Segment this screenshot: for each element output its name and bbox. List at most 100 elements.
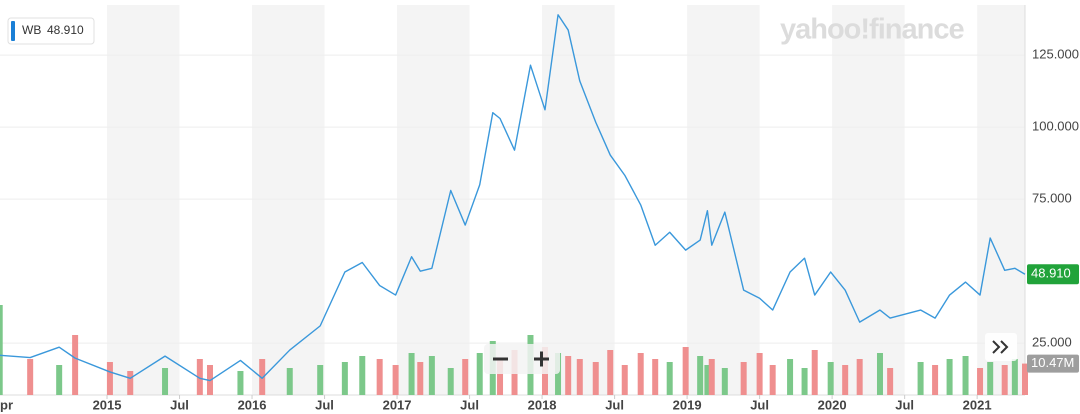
volume-bar bbox=[887, 368, 894, 395]
volume-bar bbox=[259, 359, 266, 395]
volume-bar bbox=[237, 371, 244, 395]
volume-bar bbox=[917, 362, 924, 395]
volume-bar bbox=[196, 359, 203, 395]
volume-bar bbox=[341, 362, 348, 395]
volume-bar bbox=[827, 362, 834, 395]
price-badge bbox=[1027, 264, 1079, 285]
volume-bar bbox=[408, 353, 415, 395]
volume-bar bbox=[162, 368, 169, 395]
volume-bar bbox=[359, 356, 366, 395]
volume-bar bbox=[27, 359, 34, 395]
x-tick-label: Jul bbox=[170, 397, 189, 412]
volume-bar bbox=[106, 362, 113, 395]
legend-box bbox=[7, 17, 95, 45]
legend-value: 48.910 bbox=[47, 23, 84, 37]
x-tick-label: 2016 bbox=[238, 397, 267, 412]
x-tick-label: 2019 bbox=[673, 397, 702, 412]
volume-bar bbox=[876, 353, 883, 395]
x-tick-label: 2018 bbox=[528, 397, 557, 412]
volume-bar bbox=[376, 359, 383, 395]
band bbox=[252, 5, 325, 395]
volume-bar bbox=[708, 359, 715, 395]
volume-bar bbox=[497, 359, 504, 395]
scroll-icon bbox=[992, 340, 1009, 354]
scroll-button[interactable] bbox=[985, 333, 1017, 361]
volume-bar bbox=[1022, 363, 1028, 395]
volume-bar bbox=[56, 365, 63, 395]
volume-bar bbox=[962, 356, 969, 395]
zoom-controls[interactable] bbox=[484, 344, 560, 374]
volume-bar bbox=[652, 359, 659, 395]
x-tick-label: 2015 bbox=[93, 397, 122, 412]
x-tick-label: pr bbox=[0, 397, 13, 412]
band bbox=[977, 5, 1025, 395]
volume-bar bbox=[740, 362, 747, 395]
volume-bar bbox=[72, 335, 79, 395]
legend-swatch bbox=[11, 21, 15, 41]
volume-bar bbox=[987, 362, 994, 395]
logo: yahoo!finance bbox=[780, 14, 964, 46]
band bbox=[542, 5, 615, 395]
volume-bar bbox=[811, 350, 818, 395]
x-tick-label: Jul bbox=[750, 397, 769, 412]
plot bbox=[0, 14, 1026, 382]
volume-label: 10.47M bbox=[1031, 355, 1074, 370]
volume-bar bbox=[842, 365, 849, 395]
volume-bar bbox=[1011, 359, 1018, 395]
scroll-box[interactable] bbox=[985, 333, 1017, 361]
price-badge-label: 48.910 bbox=[1031, 266, 1071, 281]
volume-bar bbox=[697, 356, 704, 395]
x-tick-label: Jul bbox=[460, 397, 479, 412]
band bbox=[107, 5, 180, 395]
volume-bar bbox=[565, 356, 572, 395]
volume-bar bbox=[417, 362, 424, 395]
volume-bar bbox=[704, 365, 711, 395]
x-tick-label: Jul bbox=[895, 397, 914, 412]
price-line bbox=[0, 14, 1026, 382]
y-tick-label: 125.000 bbox=[1032, 47, 1079, 62]
x-tick-label: 2021 bbox=[963, 397, 992, 412]
volume-bar bbox=[447, 368, 454, 395]
volume-bar bbox=[1001, 365, 1008, 395]
volume-bar bbox=[801, 368, 808, 395]
band bbox=[397, 5, 470, 395]
volume-bar bbox=[476, 353, 483, 395]
volume-bar bbox=[127, 371, 134, 395]
volume-bar bbox=[462, 359, 469, 395]
band bbox=[832, 5, 905, 395]
background-bands bbox=[107, 5, 1025, 395]
volume-bar bbox=[666, 362, 673, 395]
volume-bar bbox=[977, 368, 984, 395]
y-tick-label: 100.000 bbox=[1032, 119, 1079, 134]
volume-bar bbox=[428, 356, 435, 395]
volume-bar bbox=[856, 359, 863, 395]
volume-bar bbox=[317, 365, 324, 395]
volume-bar bbox=[286, 368, 293, 395]
volume-bar bbox=[769, 365, 776, 395]
volume-label-box bbox=[1027, 354, 1079, 373]
volume-bar bbox=[392, 365, 399, 395]
volume-bar bbox=[787, 359, 794, 395]
volume-bar bbox=[721, 368, 728, 395]
legend-name: WB bbox=[22, 23, 41, 37]
volume-bar bbox=[756, 353, 763, 395]
volume-bar bbox=[637, 353, 644, 395]
volume-bar bbox=[946, 359, 953, 395]
volume-bar bbox=[592, 362, 599, 395]
band bbox=[687, 5, 760, 395]
y-tick-label: 25.000 bbox=[1032, 335, 1072, 350]
volume-bar bbox=[576, 359, 583, 395]
x-tick-label: 2020 bbox=[818, 397, 847, 412]
volume-bar bbox=[682, 347, 689, 395]
legend: WB 48.910 bbox=[7, 17, 95, 45]
volume-bar bbox=[0, 305, 3, 395]
x-tick-label: 2017 bbox=[383, 397, 412, 412]
volume-bar bbox=[932, 365, 939, 395]
x-tick-label: Jul bbox=[605, 397, 624, 412]
x-tick-label: Jul bbox=[315, 397, 334, 412]
volume-bar bbox=[607, 350, 614, 395]
volume-bar bbox=[621, 365, 628, 395]
y-tick-label: 75.000 bbox=[1032, 191, 1072, 206]
volume-bar bbox=[555, 353, 562, 395]
